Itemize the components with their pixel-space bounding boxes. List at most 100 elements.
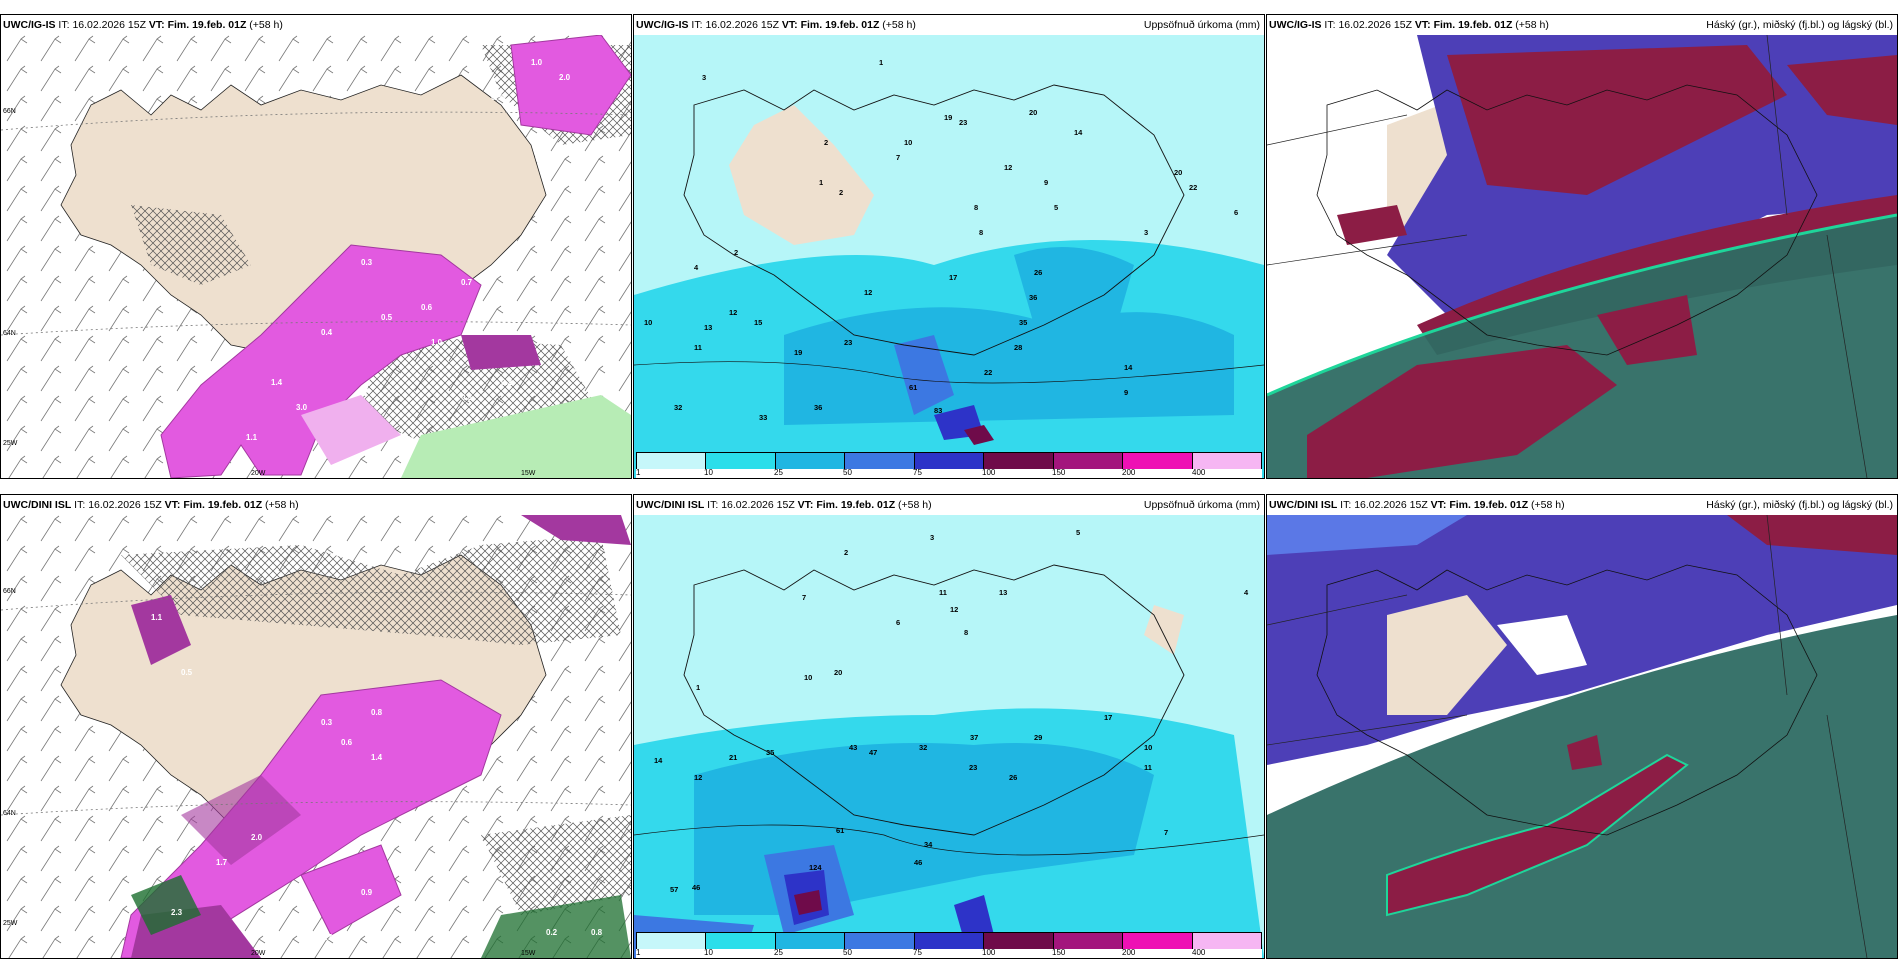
svg-text:6: 6 bbox=[1234, 208, 1238, 217]
svg-text:1: 1 bbox=[879, 58, 883, 67]
svg-text:32: 32 bbox=[919, 743, 927, 752]
svg-text:20: 20 bbox=[1174, 168, 1182, 177]
svg-text:26: 26 bbox=[1009, 773, 1017, 782]
svg-text:7: 7 bbox=[802, 593, 806, 602]
svg-text:1.0: 1.0 bbox=[531, 58, 543, 67]
colorbar-label: 75 bbox=[913, 948, 922, 957]
colorbar-label: 100 bbox=[982, 468, 996, 477]
svg-text:14: 14 bbox=[654, 756, 663, 765]
svg-text:3: 3 bbox=[930, 533, 934, 542]
svg-text:11: 11 bbox=[1144, 763, 1152, 772]
colorbar-seg bbox=[914, 933, 985, 949]
colorbar-seg bbox=[1053, 933, 1124, 949]
svg-text:11: 11 bbox=[939, 588, 947, 597]
svg-text:35: 35 bbox=[1019, 318, 1027, 327]
colorbar-label: 25 bbox=[774, 948, 783, 957]
colorbar-label: 25 bbox=[774, 468, 783, 477]
svg-text:0.8: 0.8 bbox=[371, 708, 383, 717]
svg-text:10: 10 bbox=[904, 138, 912, 147]
panel-title: UWC/DINI ISL IT: 16.02.2026 15Z VT: Fim.… bbox=[634, 495, 1264, 515]
map-clouds bbox=[1267, 35, 1897, 478]
svg-text:4: 4 bbox=[694, 263, 699, 272]
colorbar-seg bbox=[706, 453, 776, 469]
panel-precip-type-dini: UWC/DINI ISL IT: 16.02.2026 15Z VT: Fim.… bbox=[0, 494, 632, 959]
svg-text:32: 32 bbox=[674, 403, 682, 412]
svg-text:12: 12 bbox=[729, 308, 737, 317]
svg-text:0.3: 0.3 bbox=[321, 718, 333, 727]
svg-text:8: 8 bbox=[974, 203, 978, 212]
map-accum-precip: 3 1 2 4 1 2 7 10 19 23 20 12 8 9 14 20 2… bbox=[634, 35, 1264, 478]
svg-text:0.9: 0.9 bbox=[361, 888, 373, 897]
svg-text:0.5: 0.5 bbox=[181, 668, 193, 677]
panel-clouds-igis: UWC/IG-IS IT: 16.02.2026 15Z VT: Fim. 19… bbox=[1266, 14, 1898, 479]
svg-text:20W: 20W bbox=[251, 470, 266, 477]
map-precip-type: 66N 64N 25W 20W 15W 2.0 1.0 0.5 0.3 0.7 … bbox=[1, 35, 631, 478]
colorbar-seg bbox=[1192, 453, 1261, 469]
svg-text:34: 34 bbox=[924, 840, 933, 849]
svg-text:1.1: 1.1 bbox=[151, 613, 163, 622]
colorbar-label: 10 bbox=[704, 948, 713, 957]
svg-text:17: 17 bbox=[1104, 713, 1112, 722]
svg-text:17: 17 bbox=[949, 273, 957, 282]
svg-text:2.0: 2.0 bbox=[559, 73, 571, 82]
svg-text:46: 46 bbox=[914, 858, 922, 867]
svg-text:5: 5 bbox=[1076, 528, 1080, 537]
svg-text:36: 36 bbox=[1029, 293, 1037, 302]
svg-text:20: 20 bbox=[1029, 108, 1037, 117]
colorbar-seg bbox=[1053, 453, 1124, 469]
svg-text:9: 9 bbox=[1044, 178, 1048, 187]
svg-text:6: 6 bbox=[896, 618, 900, 627]
svg-text:1: 1 bbox=[819, 178, 823, 187]
colorbar-seg bbox=[845, 453, 915, 469]
colorbar-label: 400 bbox=[1192, 468, 1206, 477]
svg-text:47: 47 bbox=[869, 748, 877, 757]
svg-text:0.6: 0.6 bbox=[341, 738, 353, 747]
svg-text:1.1: 1.1 bbox=[246, 433, 258, 442]
colorbar-seg bbox=[984, 453, 1054, 469]
svg-text:0.3: 0.3 bbox=[461, 393, 473, 402]
colorbar-seg bbox=[845, 933, 915, 949]
svg-text:0.5: 0.5 bbox=[381, 313, 393, 322]
colorbar-seg bbox=[1123, 933, 1193, 949]
svg-text:23: 23 bbox=[844, 338, 852, 347]
colorbar-label: 50 bbox=[843, 948, 852, 957]
colorbar-seg bbox=[775, 453, 846, 469]
panel-title: UWC/IG-IS IT: 16.02.2026 15Z VT: Fim. 19… bbox=[1267, 15, 1897, 35]
svg-text:2.3: 2.3 bbox=[171, 908, 183, 917]
colorbar-label: 1 bbox=[636, 948, 641, 957]
svg-text:43: 43 bbox=[849, 743, 857, 752]
svg-text:4: 4 bbox=[1244, 588, 1249, 597]
colorbar-label: 10 bbox=[704, 468, 713, 477]
svg-text:19: 19 bbox=[944, 113, 952, 122]
panel-precip-type-igis: UWC/IG-IS IT: 16.02.2026 15Z VT: Fim. 19… bbox=[0, 14, 632, 479]
svg-text:25W: 25W bbox=[3, 440, 18, 447]
svg-text:23: 23 bbox=[969, 763, 977, 772]
panel-title: UWC/DINI ISL IT: 16.02.2026 15Z VT: Fim.… bbox=[1267, 495, 1897, 515]
svg-text:46: 46 bbox=[692, 883, 700, 892]
colorbar-seg bbox=[775, 933, 846, 949]
svg-text:14: 14 bbox=[1074, 128, 1083, 137]
svg-text:12: 12 bbox=[1004, 163, 1012, 172]
svg-text:66N: 66N bbox=[3, 588, 16, 595]
svg-text:26: 26 bbox=[1034, 268, 1042, 277]
svg-text:12: 12 bbox=[694, 773, 702, 782]
svg-text:8: 8 bbox=[979, 228, 983, 237]
svg-text:3.0: 3.0 bbox=[296, 403, 308, 412]
colorbar-seg bbox=[1192, 933, 1261, 949]
colorbar-seg bbox=[637, 453, 707, 469]
colorbar-labels: 1 10 25 50 75 100 150 200 400 bbox=[636, 948, 1262, 958]
svg-text:1.4: 1.4 bbox=[271, 378, 283, 387]
svg-text:3: 3 bbox=[1144, 228, 1148, 237]
svg-text:0.4: 0.4 bbox=[321, 328, 333, 337]
svg-text:20W: 20W bbox=[251, 950, 266, 957]
svg-text:1.4: 1.4 bbox=[371, 753, 383, 762]
map-accum-precip: 3 2 4 5 6 1 7 10 11 12 13 8 14 21 35 43 … bbox=[634, 515, 1264, 958]
colorbar-label: 150 bbox=[1052, 948, 1066, 957]
colorbar-seg bbox=[706, 933, 776, 949]
svg-text:14: 14 bbox=[1124, 363, 1133, 372]
svg-text:33: 33 bbox=[759, 413, 767, 422]
svg-text:61: 61 bbox=[836, 826, 844, 835]
svg-text:15W: 15W bbox=[521, 950, 536, 957]
svg-text:19: 19 bbox=[794, 348, 802, 357]
